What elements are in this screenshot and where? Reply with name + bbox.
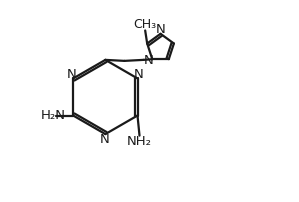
- Text: CH₃: CH₃: [134, 18, 157, 31]
- Text: H₂N: H₂N: [41, 109, 66, 122]
- Text: NH₂: NH₂: [127, 135, 152, 148]
- Text: N: N: [100, 133, 110, 146]
- Text: N: N: [67, 67, 77, 81]
- Text: N: N: [156, 23, 165, 36]
- Text: N: N: [144, 54, 154, 67]
- Text: N: N: [134, 67, 144, 81]
